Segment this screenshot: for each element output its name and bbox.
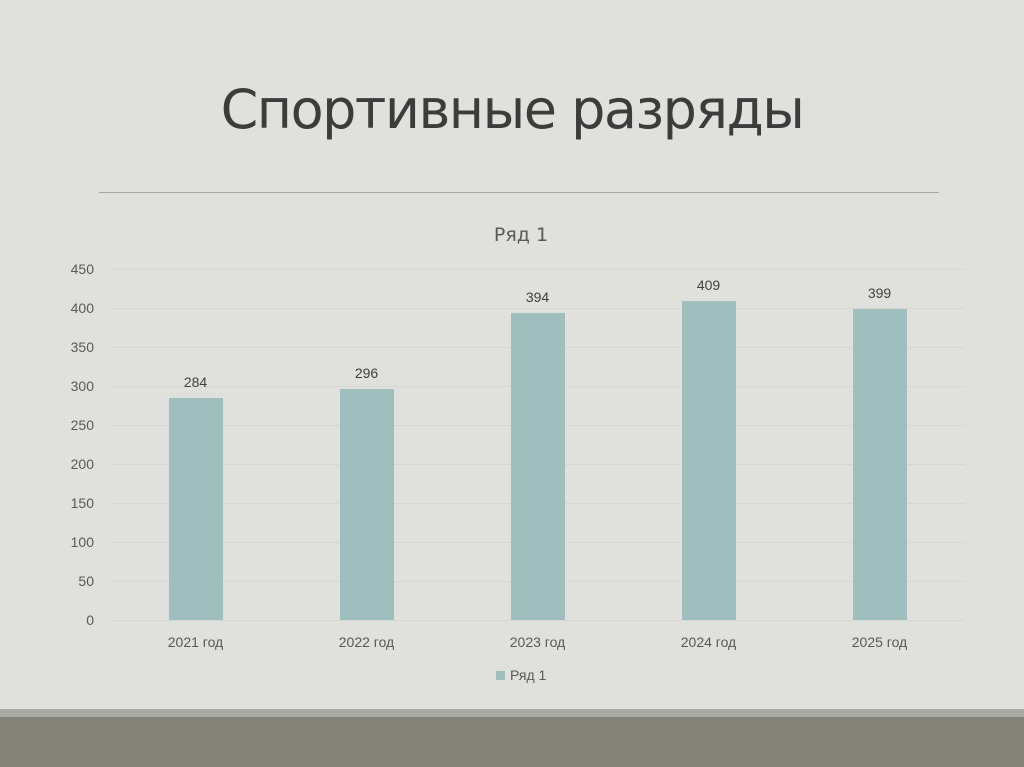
y-axis-tick-label: 50 [78, 573, 94, 589]
bar-data-label: 409 [696, 276, 721, 293]
bar-data-label: 284 [183, 374, 208, 391]
bar-data-label: 296 [354, 365, 379, 382]
y-axis-tick-label: 250 [70, 417, 94, 433]
y-axis-tick-label: 400 [70, 300, 94, 316]
y-axis-tick-label: 150 [70, 495, 94, 511]
y-axis-tick-label: 100 [70, 534, 94, 550]
x-axis-tick-label: 2024 год [680, 634, 737, 650]
bar-data-label: 394 [525, 288, 550, 305]
y-axis-tick-label: 200 [70, 456, 94, 472]
x-axis-tick-label: 2022 год [338, 634, 395, 650]
chart-legend: Ряд 1 [496, 667, 546, 683]
x-axis-tick-label: 2023 год [509, 634, 566, 650]
y-axis-tick-label: 450 [70, 261, 94, 277]
gridline [110, 620, 965, 621]
y-axis-tick-label: 350 [70, 339, 94, 355]
x-axis-tick-label: 2021 год [167, 634, 224, 650]
legend-label: Ряд 1 [510, 667, 547, 683]
bar [510, 312, 565, 620]
y-axis-tick-label: 0 [86, 612, 94, 628]
footer-band-light [0, 709, 1024, 717]
slide-title: Спортивные разряды [220, 78, 805, 141]
legend-swatch-icon [496, 670, 505, 680]
plot-area: 0 50 100 150 200 250 300 350 400 450 284 2021 год 29… [71, 261, 965, 650]
gridline [110, 269, 965, 270]
bar-data-label: 399 [867, 284, 892, 301]
y-axis-tick-label: 300 [70, 378, 94, 394]
bar [681, 300, 736, 620]
gridline [110, 308, 965, 309]
footer-band-dark [0, 717, 1024, 767]
bar [339, 389, 394, 620]
chart-title: Ряд 1 [493, 224, 549, 246]
bar [852, 308, 907, 620]
title-divider [99, 192, 939, 193]
x-axis-tick-label: 2025 год [851, 634, 908, 650]
bar [168, 398, 223, 620]
